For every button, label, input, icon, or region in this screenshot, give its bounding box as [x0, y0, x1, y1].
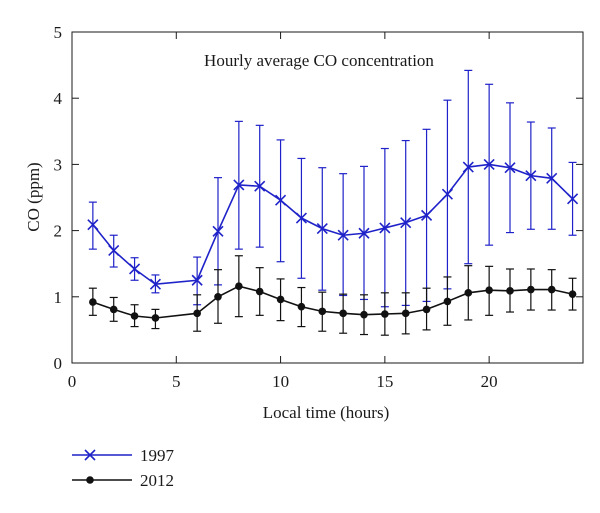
- data-point-2012: [214, 293, 222, 301]
- x-tick-label: 0: [68, 372, 77, 391]
- series-line-2012: [92, 285, 573, 319]
- x-tick-label: 20: [481, 372, 498, 391]
- data-point-1997: [87, 219, 99, 231]
- data-point-1997: [212, 225, 224, 237]
- data-point-2012: [318, 307, 327, 316]
- legend-marker: [84, 449, 96, 461]
- y-tick-label: 3: [54, 155, 63, 174]
- legend-label: 1997: [140, 446, 175, 465]
- data-point-2012: [235, 282, 243, 291]
- data-point-1997: [254, 180, 266, 192]
- data-point-2012: [485, 286, 493, 294]
- data-point-1997: [504, 162, 516, 174]
- data-point-2012: [109, 305, 118, 314]
- data-point-1997: [379, 222, 391, 234]
- data-point-1997: [337, 229, 349, 241]
- data-point-1997: [525, 170, 537, 182]
- series-layer: [87, 69, 579, 336]
- data-point-2012: [339, 309, 347, 318]
- x-axis-ticks: 0 5 10 15 20: [68, 32, 498, 391]
- data-point-2012: [193, 309, 201, 318]
- data-point-1997: [567, 193, 579, 205]
- data-point-2012: [130, 312, 139, 320]
- y-axis-label: CO (ppm): [24, 162, 43, 231]
- data-point-1997: [400, 217, 412, 229]
- data-point-2012: [276, 295, 285, 304]
- data-point-2012: [381, 310, 389, 318]
- legend-label: 2012: [140, 471, 174, 490]
- y-axis-ticks: 0 1 2 3 4 5: [54, 23, 583, 373]
- data-point-1997: [233, 179, 245, 191]
- series-line-1997: [92, 163, 574, 286]
- series-2012: [88, 255, 577, 336]
- data-point-2012: [89, 298, 97, 306]
- data-point-1997: [483, 158, 495, 170]
- data-point-1997: [462, 161, 474, 173]
- x-tick-label: 10: [272, 372, 289, 391]
- data-point-1997: [108, 244, 120, 257]
- data-point-1997: [191, 274, 203, 286]
- data-point-2012: [464, 289, 473, 297]
- data-point-2012: [255, 287, 264, 296]
- x-tick-label: 15: [376, 372, 393, 391]
- data-point-1997: [129, 263, 141, 275]
- data-point-2012: [297, 302, 306, 311]
- series-1997: [87, 69, 579, 308]
- data-point-2012: [527, 285, 535, 294]
- plot-frame: [71, 31, 584, 364]
- y-tick-label: 1: [54, 288, 63, 307]
- data-point-1997: [316, 223, 328, 235]
- data-point-2012: [401, 309, 410, 318]
- y-tick-label: 2: [54, 222, 63, 241]
- data-point-2012: [151, 314, 160, 322]
- data-point-2012: [360, 310, 368, 319]
- x-axis-label: Local time (hours): [263, 403, 390, 422]
- x-tick-label: 5: [172, 372, 181, 391]
- legend-entry-1997: 1997: [72, 446, 175, 465]
- data-point-2012: [506, 287, 514, 295]
- data-point-2012: [422, 305, 431, 314]
- data-point-1997: [441, 188, 453, 200]
- y-tick-label: 4: [54, 89, 63, 108]
- data-point-1997: [546, 172, 558, 184]
- data-point-1997: [421, 209, 433, 221]
- data-point-1997: [275, 194, 287, 206]
- data-point-1997: [295, 212, 307, 224]
- data-point-1997: [149, 278, 161, 290]
- y-tick-label: 0: [54, 354, 63, 373]
- legend: 1997 2012: [72, 446, 175, 490]
- y-tick-label: 5: [54, 23, 63, 42]
- data-point-2012: [443, 297, 452, 306]
- legend-entry-2012: 2012: [72, 471, 174, 490]
- chart-title: Hourly average CO concentration: [204, 51, 434, 70]
- data-point-2012: [547, 285, 556, 294]
- legend-marker: [86, 476, 94, 484]
- data-point-2012: [568, 290, 577, 298]
- data-point-1997: [358, 227, 370, 239]
